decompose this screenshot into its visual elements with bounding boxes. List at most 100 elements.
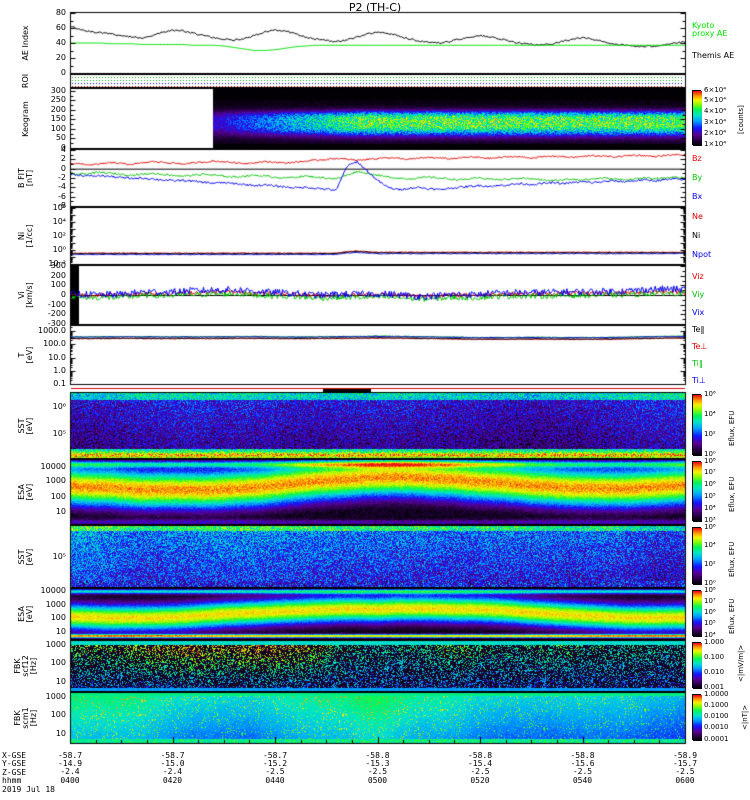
ytick-keogram-4: 100 bbox=[50, 123, 66, 133]
axis-row-label-y-gse: Y-GSE bbox=[2, 759, 27, 769]
colorbar-esa-e-tick-2: 10⁶ bbox=[704, 480, 716, 489]
ytick-vi-4: -100 bbox=[47, 299, 66, 309]
ytick-keogram-5: 50 bbox=[55, 133, 66, 143]
legend-temp-1: Te⊥ bbox=[692, 341, 708, 351]
colorbar-esa-i-tick-3: 10⁵ bbox=[704, 619, 716, 628]
ytick-bfit-2: 0 bbox=[60, 163, 66, 173]
ytick-sst-e-1: 10⁵ bbox=[52, 428, 66, 438]
colorbar-esa-i bbox=[692, 590, 702, 637]
colorbar-keogram-tick-4: 2×10⁴ bbox=[704, 128, 727, 137]
legend-ae-1: Themis AE bbox=[692, 51, 735, 60]
ytick-ae-1: 60 bbox=[55, 23, 66, 32]
legend-bfit-1: By bbox=[692, 173, 703, 182]
axis-date-label: 2019 Jul 18 bbox=[2, 784, 55, 794]
colorbar-esa-e-title: Eflux, EFU bbox=[727, 476, 736, 512]
ytick-esa-i-1: 1000 bbox=[45, 599, 66, 609]
ytick-temp-0: 1000.0 bbox=[38, 326, 66, 336]
axis-column-0540: -58.8 -15.6 -2.5 0540 bbox=[570, 751, 595, 785]
colorbar-fbk1-tick-2: 0.0100 bbox=[704, 712, 729, 720]
colorbar-sst-i-tick-3: 10⁰ bbox=[704, 578, 716, 587]
legend-ni-1: Ni bbox=[692, 231, 701, 240]
legend-ni-0: Ne bbox=[692, 212, 703, 221]
ytick-esa-e-3: 10 bbox=[55, 506, 66, 516]
ytick-ni-3: 10⁰ bbox=[52, 245, 66, 254]
axis-column-0440: -58.7 -15.2 -2.5 0440 bbox=[262, 751, 288, 785]
ytick-bfit-0: 4 bbox=[60, 145, 66, 154]
colorbar-esa-e-tick-5: 10³ bbox=[704, 515, 716, 524]
legend-vi-0: Viz bbox=[692, 272, 704, 281]
axis-row-label-hhmm: hhmm bbox=[2, 776, 22, 786]
colorbar-sst-e-title: Eflux, EFU bbox=[727, 410, 736, 446]
colorbar-sst-i-tick-2: 10² bbox=[704, 559, 716, 568]
colorbar-keogram bbox=[692, 90, 702, 146]
colorbar-fbk1-title: <|nT|> bbox=[741, 704, 749, 730]
axis-column-0520: -58.8 -15.4 -2.5 0520 bbox=[467, 751, 493, 785]
ytick-vi-0: 300 bbox=[50, 261, 66, 270]
ytick-esa-i-0: 10000 bbox=[40, 586, 66, 596]
colorbar-sst-e-tick-0: 10⁶ bbox=[704, 389, 716, 398]
ytick-ni-0: 10⁶ bbox=[52, 203, 66, 212]
ytick-esa-e-0: 10000 bbox=[40, 461, 66, 471]
colorbar-esa-e bbox=[692, 461, 702, 522]
ytick-keogram-1: 250 bbox=[50, 95, 66, 105]
colorbar-sst-i-tick-1: 10⁴ bbox=[704, 541, 716, 550]
ytick-vi-3: 0 bbox=[60, 290, 66, 299]
ytick-keogram-6: 0 bbox=[60, 143, 66, 152]
ytick-vi-5: -200 bbox=[47, 309, 66, 319]
ytick-fbk12-1: 100 bbox=[50, 658, 66, 668]
colorbar-keogram-tick-2: 4×10⁴ bbox=[704, 107, 727, 116]
ytick-ae-4: 0 bbox=[60, 68, 66, 77]
legend-bfit-2: Bx bbox=[692, 192, 703, 201]
ytick-bfit-5: -6 bbox=[58, 191, 66, 201]
ytick-vi-6: -300 bbox=[47, 319, 66, 328]
ytick-ae-0: 80 bbox=[55, 8, 66, 17]
colorbar-esa-i-tick-0: 10⁸ bbox=[704, 585, 716, 594]
ytick-temp-1: 100.0 bbox=[43, 339, 66, 349]
axis-row-label-x-gse: X-GSE bbox=[2, 751, 27, 760]
legend-vi-1: Viy bbox=[692, 290, 705, 299]
colorbar-fbk12-tick-0: 1.000 bbox=[704, 637, 725, 646]
colorbar-fbk1-tick-3: 0.0010 bbox=[704, 723, 729, 732]
bottom-axis: X-GSE Y-GSE Z-GSE hhmm 2019 Jul 18 -58.7 -14.… bbox=[0, 751, 750, 800]
colorbar-sst-e-tick-3: 10⁰ bbox=[704, 449, 716, 458]
colorbar-sst-e-tick-1: 10⁴ bbox=[704, 409, 716, 418]
ytick-keogram-2: 200 bbox=[50, 104, 66, 114]
colorbar-sst-i-tick-0: 10⁶ bbox=[704, 522, 716, 531]
ytick-vi-2: 100 bbox=[50, 280, 66, 290]
ytick-bfit-4: -4 bbox=[58, 182, 66, 192]
ytick-fbk1-1: 100 bbox=[50, 710, 66, 720]
colorbar-fbk12-tick-1: 0.100 bbox=[704, 652, 725, 661]
colorbar-fbk1-tick-1: 0.1000 bbox=[704, 700, 729, 709]
colorbar-sst-i-title: Eflux, EFU bbox=[727, 541, 736, 577]
ytick-vi-1: 200 bbox=[50, 270, 66, 280]
colorbar-fbk12 bbox=[692, 642, 702, 689]
colorbar-esa-e-tick-4: 10⁴ bbox=[704, 503, 716, 512]
legend-ni-2: Npot bbox=[692, 250, 712, 259]
ytick-keogram-3: 150 bbox=[50, 114, 66, 124]
ytick-fbk1-0: 1000 bbox=[45, 692, 66, 702]
ytick-ni-4: 10⁻² bbox=[48, 259, 66, 268]
ytick-keogram-0: 300 bbox=[50, 85, 66, 95]
colorbar-esa-i-tick-4: 10⁴ bbox=[704, 630, 716, 639]
colorbar-keogram-tick-0: 6×10⁴ bbox=[704, 85, 727, 94]
ytick-bfit-6: -8 bbox=[58, 201, 66, 210]
colorbar-keogram-tick-3: 3×10⁴ bbox=[704, 117, 727, 126]
ytick-esa-i-2: 100 bbox=[50, 613, 66, 623]
colorbar-keogram-title: [counts] bbox=[736, 105, 745, 135]
ytick-sst-e-0: 10⁶ bbox=[52, 401, 66, 411]
colorbar-esa-i-tick-2: 10⁶ bbox=[704, 608, 716, 616]
ytick-temp-3: 1.0 bbox=[53, 365, 66, 375]
colorbar-fbk1-tick-0: 1.0000 bbox=[704, 689, 729, 698]
axis-column-0400: -58.7 -14.9 -2.4 0400 bbox=[57, 751, 83, 785]
colorbar-esa-i-tick-1: 10⁷ bbox=[704, 596, 716, 605]
ytick-bfit-3: -2 bbox=[58, 173, 66, 182]
colorbar-fbk12-tick-3: 0.001 bbox=[704, 682, 725, 691]
axis-row-label-z-gse: Z-GSE bbox=[2, 767, 27, 777]
legend-ae-0: Kyoto proxy AE bbox=[692, 21, 728, 38]
legend-bfit-0: Bz bbox=[692, 154, 702, 163]
ytick-ae-2: 40 bbox=[55, 38, 66, 47]
ytick-bfit-1: 2 bbox=[60, 154, 66, 164]
